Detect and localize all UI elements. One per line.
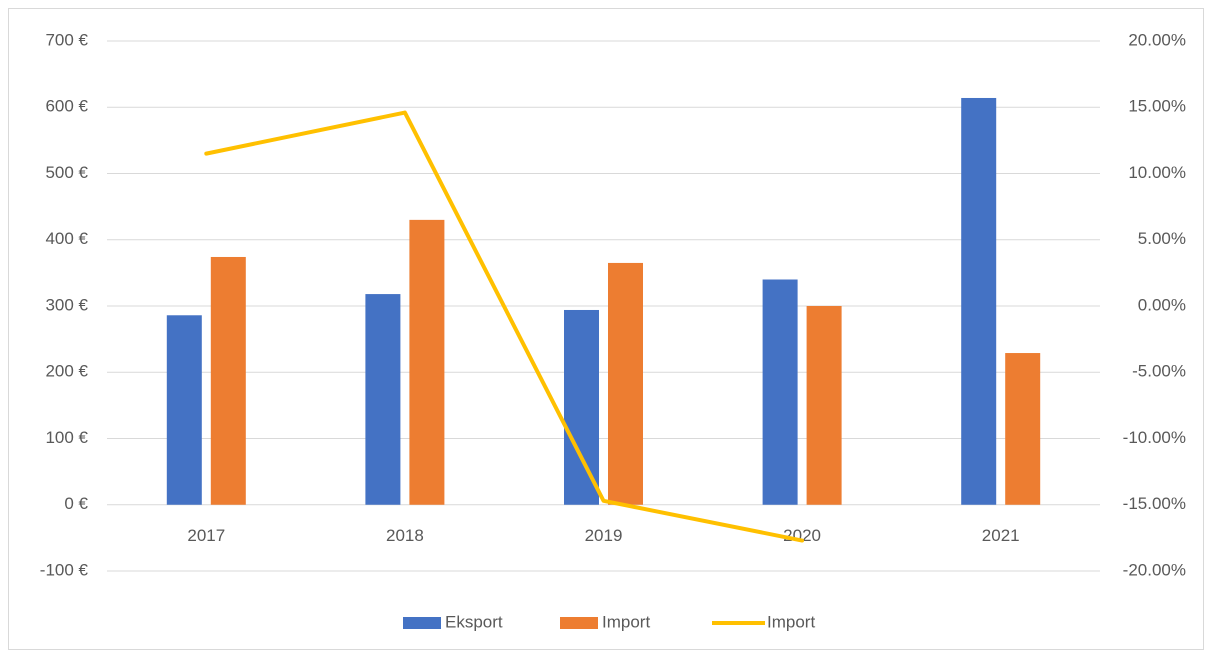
legend-swatch — [403, 617, 441, 629]
y2-tick-label: 10.00% — [1128, 163, 1186, 182]
y-tick-label: 700 € — [45, 30, 88, 49]
bar — [210, 256, 246, 505]
y2-tick-label: 20.00% — [1128, 30, 1186, 49]
bar — [806, 306, 842, 505]
x-tick-label: 2018 — [386, 526, 424, 545]
bar — [365, 294, 401, 505]
y2-tick-label: -10.00% — [1123, 428, 1186, 447]
legend-label: Import — [767, 612, 815, 631]
y-tick-label: 300 € — [45, 295, 88, 314]
y2-tick-label: 5.00% — [1138, 229, 1186, 248]
bar — [166, 315, 202, 505]
x-tick-label: 2021 — [982, 526, 1020, 545]
legend-label: Eksport — [445, 612, 503, 631]
y-tick-label: -100 € — [40, 560, 89, 579]
bar — [608, 262, 643, 505]
bar — [564, 309, 599, 505]
line — [204, 110, 805, 543]
y2-tick-label: -15.00% — [1123, 494, 1186, 513]
bar — [1005, 353, 1041, 505]
bar — [961, 97, 997, 505]
x-tick-label: 2019 — [585, 526, 623, 545]
legend-swatch — [560, 617, 598, 629]
chart-border — [8, 8, 1204, 650]
y2-tick-label: -20.00% — [1123, 560, 1186, 579]
y-tick-label: 600 € — [45, 97, 88, 116]
bar — [762, 279, 798, 505]
bar — [409, 219, 445, 505]
y-tick-label: 100 € — [45, 428, 88, 447]
y-tick-label: 0 € — [64, 494, 88, 513]
y2-tick-label: -5.00% — [1132, 362, 1186, 381]
legend-label: Import — [602, 612, 650, 631]
x-tick-label: 2017 — [187, 526, 225, 545]
y-tick-label: 400 € — [45, 229, 88, 248]
y2-tick-label: 15.00% — [1128, 97, 1186, 116]
y-tick-label: 500 € — [45, 163, 88, 182]
y-tick-label: 200 € — [45, 362, 88, 381]
y2-tick-label: 0.00% — [1138, 295, 1186, 314]
